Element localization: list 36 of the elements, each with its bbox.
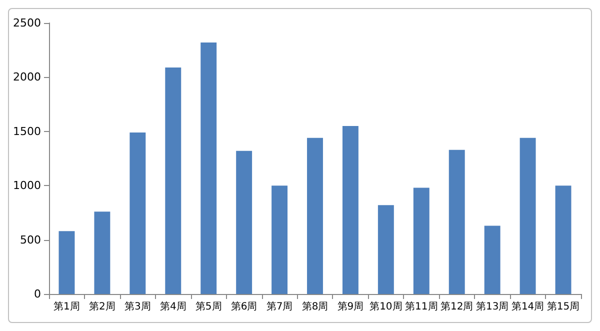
x-tick-label: 第7周 bbox=[266, 300, 293, 312]
bar bbox=[130, 132, 146, 294]
bar bbox=[236, 150, 252, 294]
x-tick-label: 第6周 bbox=[230, 300, 258, 312]
bar bbox=[94, 212, 110, 294]
bar bbox=[200, 42, 217, 294]
bar bbox=[272, 186, 288, 294]
x-tick-label: 第9周 bbox=[337, 300, 364, 312]
x-tick-label: 第8周 bbox=[302, 300, 328, 312]
y-tick-label: 1000 bbox=[13, 179, 41, 192]
bar bbox=[165, 67, 182, 294]
bar bbox=[484, 226, 500, 294]
bar bbox=[307, 138, 323, 294]
x-tick-label: 第12周 bbox=[440, 300, 474, 312]
x-tick-label: 第15周 bbox=[546, 300, 580, 312]
x-tick-label: 第10周 bbox=[370, 300, 402, 312]
x-tick-label: 第1周 bbox=[54, 300, 80, 312]
y-tick-label: 1500 bbox=[13, 124, 41, 138]
bar bbox=[555, 186, 572, 294]
bar bbox=[342, 126, 358, 294]
x-tick-label: 第13周 bbox=[476, 300, 509, 312]
x-tick-label: 第14周 bbox=[511, 300, 544, 312]
x-tick-label: 第3周 bbox=[124, 300, 151, 312]
y-tick-label: 2500 bbox=[13, 16, 41, 30]
bar bbox=[448, 150, 465, 294]
y-tick-label: 500 bbox=[20, 233, 41, 246]
x-tick-label: 第5周 bbox=[195, 300, 222, 312]
y-tick-label: 0 bbox=[34, 288, 41, 300]
bar bbox=[58, 231, 75, 294]
x-tick-label: 第11周 bbox=[405, 300, 438, 312]
bar bbox=[413, 188, 430, 294]
x-tick-label: 第4周 bbox=[160, 300, 186, 312]
x-tick-label: 第2周 bbox=[89, 300, 116, 312]
bar bbox=[520, 138, 536, 294]
y-tick-label: 2000 bbox=[13, 70, 41, 84]
bar bbox=[378, 205, 394, 294]
